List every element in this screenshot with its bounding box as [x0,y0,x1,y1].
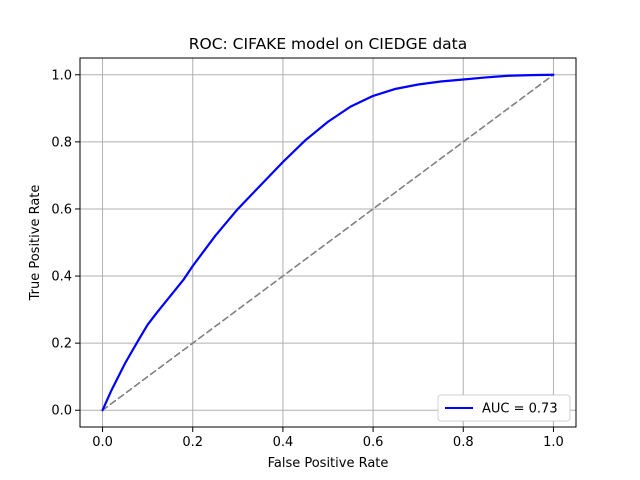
chance-diagonal-line [101,73,555,412]
legend-box [437,394,571,422]
plot-frame [79,57,577,428]
x-tick-label: 0.2 [182,435,203,450]
x-tick-label: 0.6 [363,435,384,450]
y-tick-label: 1.0 [51,68,72,83]
chart-title: ROC: CIFAKE model on CIEDGE data [189,35,468,53]
y-tick-label: 0.8 [51,135,72,150]
series-layer [101,73,555,412]
legend-label: AUC = 0.73 [482,402,558,417]
x-axis-ticks: 0.0 0.2 0.4 0.6 0.8 1.0 [92,427,564,450]
y-tick-label: 0.4 [51,270,72,285]
x-tick-label: 0.0 [92,435,113,450]
x-tick-label: 0.4 [273,435,294,450]
y-axis-title: True Positive Rate [28,185,43,302]
y-axis-ticks: 0.0 0.2 0.4 0.6 0.8 1.0 [51,68,80,419]
x-tick-label: 0.8 [453,435,474,450]
x-tick-label: 1.0 [543,435,564,450]
roc-curve-line [101,73,555,412]
y-tick-label: 0.0 [51,404,72,419]
x-axis-title: False Positive Rate [268,456,389,471]
legend: AUC = 0.73 [437,394,571,422]
y-tick-label: 0.6 [51,202,72,217]
y-tick-label: 0.2 [51,337,72,352]
